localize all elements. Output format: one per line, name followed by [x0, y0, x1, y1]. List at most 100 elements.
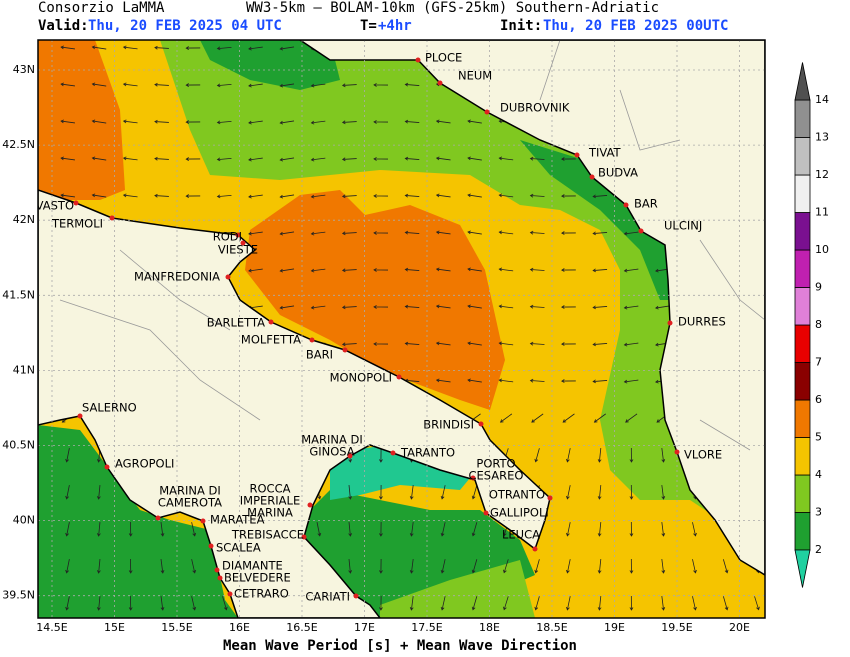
lon-tick-label: 19.5E	[661, 621, 692, 634]
city-dot	[353, 593, 359, 599]
wave-arrow	[529, 156, 545, 161]
city-dot	[396, 374, 402, 380]
wave-arrow	[404, 119, 420, 124]
lon-tick-label: 16E	[229, 621, 250, 634]
wave-arrow	[529, 378, 545, 383]
wave-arrow	[629, 447, 634, 463]
wave-arrow	[409, 522, 414, 537]
city-label: PORTO	[476, 457, 515, 471]
wave-arrow	[592, 379, 608, 384]
wave-arrow	[498, 267, 514, 272]
wave-arrow	[498, 341, 514, 346]
wave-arrow	[566, 559, 571, 574]
city-dot	[307, 502, 313, 508]
map-frame	[37, 39, 766, 619]
colorbar-label: 12	[815, 168, 829, 181]
wave-arrow	[531, 413, 544, 423]
wave-arrow	[529, 267, 545, 272]
wave-arrow	[467, 304, 482, 309]
city-label: GALLIPOLI	[490, 506, 549, 520]
wave-arrow	[96, 521, 101, 537]
wave-arrow	[503, 596, 509, 611]
wave-arrow	[316, 522, 322, 537]
wave-arrow	[498, 230, 514, 235]
city-label: BARLETTA	[207, 316, 265, 330]
city-dot	[109, 215, 115, 221]
wave-arrow	[154, 193, 169, 198]
lat-tick-label: 41N	[13, 363, 35, 376]
city-dot	[484, 109, 490, 115]
wave-arrow	[435, 156, 451, 161]
wave-arrow	[597, 521, 602, 537]
wave-arrow	[379, 447, 383, 463]
colorbar-band	[794, 287, 811, 326]
wave-arrow	[534, 448, 540, 463]
wave-arrow	[379, 484, 383, 500]
wave-arrow	[692, 522, 697, 537]
wave-arrow	[341, 305, 357, 310]
wave-arrow	[593, 413, 606, 423]
wave-arrow	[529, 230, 545, 235]
lat-tick-label: 39.5N	[2, 589, 35, 602]
city-label: AGROPOLI	[115, 457, 174, 471]
city-label: BUDVA	[598, 166, 638, 180]
wave-arrow	[754, 596, 760, 611]
valid-time: Thu, 20 FEB 2025 04 UTC	[88, 18, 282, 34]
city-dot	[77, 413, 83, 419]
wave-arrow	[592, 268, 608, 273]
wave-arrow	[65, 559, 70, 574]
city-dot	[483, 510, 489, 516]
wave-arrow	[529, 341, 545, 346]
wave-arrow	[498, 193, 514, 198]
colorbar-label: 10	[815, 243, 829, 256]
wave-arrow	[279, 231, 295, 236]
colorbar-label: 14	[815, 93, 829, 106]
city-label: SCALEA	[216, 541, 261, 555]
wave-arrow	[216, 157, 232, 162]
city-label: MANFREDONIA	[134, 270, 220, 284]
city-dot	[268, 319, 274, 325]
wave-arrow	[279, 305, 295, 310]
wave-arrow	[471, 596, 478, 611]
wave-arrow	[379, 595, 383, 611]
city-dot	[208, 543, 214, 549]
colorbar-label: 7	[815, 356, 822, 369]
city-dot	[73, 200, 79, 206]
wave-arrow	[341, 83, 357, 88]
city-dot	[623, 202, 629, 208]
wave-arrow	[629, 484, 634, 500]
wave-arrow	[566, 522, 571, 537]
city-label: BELVEDERE	[224, 571, 291, 585]
wave-arrow	[65, 596, 70, 611]
wave-arrow	[122, 156, 138, 161]
colorbar-band	[794, 249, 811, 288]
colorbar-label: 2	[815, 543, 822, 556]
wave-arrow	[440, 559, 446, 574]
wave-arrow	[216, 120, 232, 125]
wave-arrow	[373, 83, 389, 87]
wave-arrow	[562, 413, 575, 423]
wave-arrow	[404, 267, 420, 272]
wave-arrow	[341, 268, 357, 273]
wave-arrow	[373, 194, 389, 198]
city-dot	[347, 453, 353, 459]
colorbar-label: 9	[815, 281, 822, 294]
lon-tick-label: 16.5E	[286, 621, 317, 634]
wave-arrow	[561, 379, 576, 383]
city-dot	[240, 240, 246, 246]
wave-arrow	[154, 45, 169, 50]
wave-arrow	[373, 231, 389, 235]
wave-arrow	[341, 231, 357, 236]
map: PLOCE NEUM DUBROVNIK TIVAT BUDVA BAR ULCINJ DUR…	[38, 40, 765, 618]
city-dot	[547, 495, 553, 501]
wave-arrow	[191, 559, 197, 574]
city-dot	[574, 152, 580, 158]
lat-tick-label: 40N	[13, 514, 35, 527]
wave-arrow	[310, 305, 326, 310]
wave-arrow	[160, 522, 165, 537]
wave-arrow	[310, 157, 326, 162]
wave-arrow	[661, 448, 666, 463]
lon-tick-label: 20E	[729, 621, 750, 634]
wave-arrow	[529, 304, 545, 309]
